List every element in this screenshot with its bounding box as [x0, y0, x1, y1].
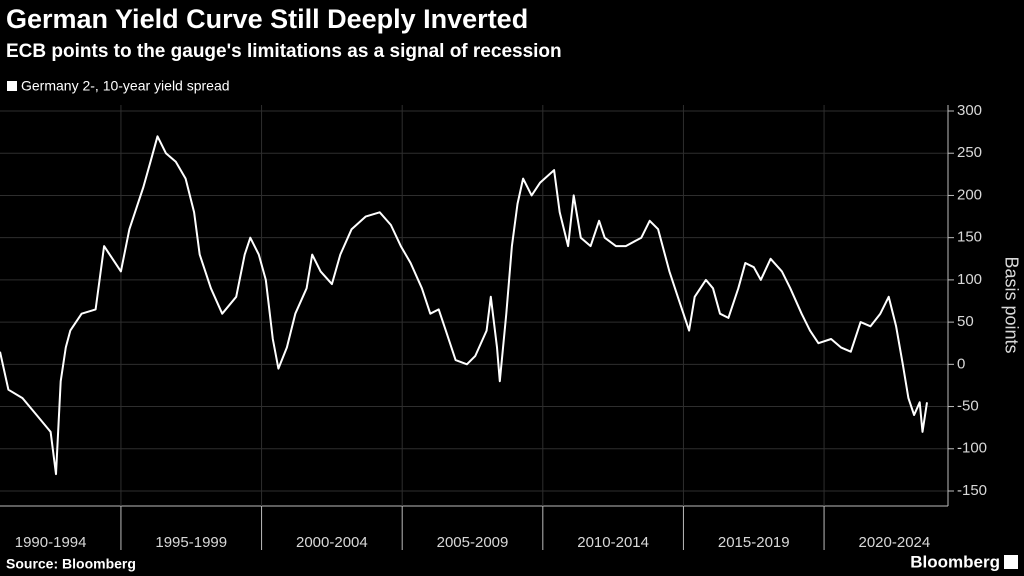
brand-icon — [1004, 555, 1018, 569]
series-line — [0, 135, 928, 476]
y-tick-label: 150 — [957, 229, 982, 246]
brand: Bloomberg — [910, 552, 1000, 571]
x-tick-label: 2020-2024 — [859, 534, 931, 551]
y-tick-label: 50 — [957, 313, 974, 330]
x-tick-label: 2000-2004 — [296, 534, 368, 551]
y-tick-label: 200 — [957, 186, 982, 203]
y-tick-label: -100 — [957, 440, 987, 457]
chart-subtitle: ECB points to the gauge's limitations as… — [6, 41, 562, 62]
y-tick-label: 0 — [957, 355, 965, 372]
y-tick-label: -150 — [957, 482, 987, 499]
x-tick-label: 1990-1994 — [15, 534, 87, 551]
x-tick-label: 2005-2009 — [437, 534, 509, 551]
chart-title: German Yield Curve Still Deeply Inverted — [6, 4, 528, 34]
x-tick-label: 1995-1999 — [155, 534, 227, 551]
x-tick-label: 2015-2019 — [718, 534, 790, 551]
y-tick-label: 250 — [957, 144, 982, 161]
legend-label: Germany 2-, 10-year yield spread — [21, 78, 230, 94]
y-tick-label: 300 — [957, 102, 982, 119]
legend-swatch — [7, 81, 17, 91]
source: Source: Bloomberg — [6, 556, 136, 572]
y-tick-label: 100 — [957, 271, 982, 288]
y-tick-label: -50 — [957, 398, 979, 415]
y-axis-label: Basis points — [1001, 256, 1021, 353]
x-tick-label: 2010-2014 — [577, 534, 649, 551]
